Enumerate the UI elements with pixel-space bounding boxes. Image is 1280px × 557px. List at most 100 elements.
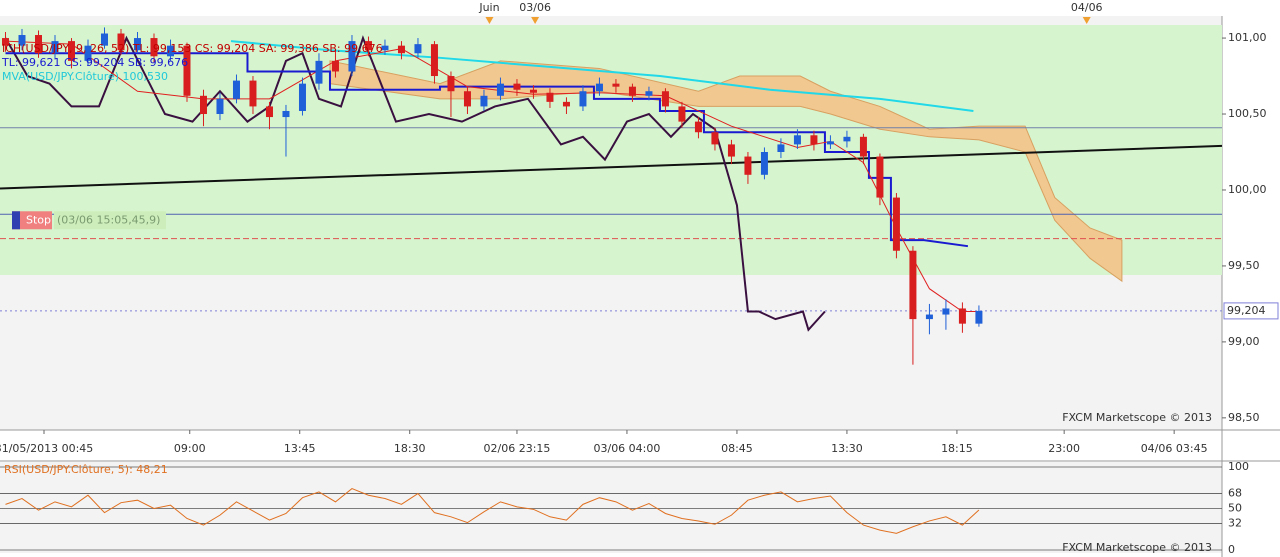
candle-body bbox=[925, 314, 933, 320]
candle-body bbox=[678, 106, 686, 122]
candle-body bbox=[661, 91, 669, 107]
candle-body bbox=[595, 83, 603, 92]
y-tick-label: 100,00 bbox=[1228, 183, 1267, 196]
candle-body bbox=[513, 83, 521, 90]
x-tick-label: 04/06 03:45 bbox=[1141, 442, 1208, 455]
legend-entry: ICH(USD/JPY, 9, 26, 52) TL: 99,153 CS: 9… bbox=[2, 42, 383, 55]
candle-body bbox=[711, 132, 719, 145]
x-tick-label: 18:15 bbox=[941, 442, 973, 455]
candle-body bbox=[744, 156, 752, 175]
candle-body bbox=[463, 91, 471, 107]
ichimoku-cloud bbox=[329, 60, 1123, 283]
rsi-plot bbox=[0, 462, 1222, 553]
x-tick-label: 31/05/2013 00:45 bbox=[0, 442, 93, 455]
candle-body bbox=[166, 45, 174, 57]
candle-body bbox=[876, 156, 884, 198]
legend-entry: TL: 99,621 CS: 99,204 SB: 99,676 bbox=[1, 56, 188, 69]
candle-body bbox=[760, 151, 768, 175]
candle-body bbox=[447, 76, 455, 92]
candle-body bbox=[562, 101, 570, 107]
candle-body bbox=[133, 38, 141, 51]
candle-body bbox=[909, 250, 917, 320]
candle-body bbox=[628, 86, 636, 96]
stop-label: Stop bbox=[26, 213, 51, 226]
candle-body bbox=[612, 83, 620, 87]
y-tick-label: 32 bbox=[1228, 516, 1242, 529]
candle-body bbox=[315, 60, 323, 84]
y-tick-label: 100 bbox=[1228, 460, 1249, 473]
indicator-line bbox=[0, 144, 1223, 190]
top-marker-label: Juin bbox=[478, 1, 499, 14]
candle-body bbox=[249, 80, 257, 107]
candle-body bbox=[843, 136, 851, 142]
candle-body bbox=[34, 35, 42, 54]
indicator-line bbox=[230, 40, 974, 112]
watermark: FXCM Marketscope © 2013 bbox=[1062, 541, 1212, 554]
legend-entry: MVA(USD/JPY.Clôture) 100,530 bbox=[2, 70, 168, 83]
candle-body bbox=[694, 121, 702, 133]
candle-body bbox=[100, 33, 108, 46]
candle-body bbox=[480, 95, 488, 107]
x-tick-label: 13:30 bbox=[831, 442, 863, 455]
top-marker-label: 04/06 bbox=[1071, 1, 1103, 14]
watermark: FXCM Marketscope © 2013 bbox=[1062, 411, 1212, 424]
candle-body bbox=[199, 95, 207, 115]
candle-body bbox=[859, 136, 867, 157]
candle-body bbox=[777, 144, 785, 152]
candle-body bbox=[265, 106, 273, 118]
candle-body bbox=[216, 98, 224, 115]
rsi-line bbox=[5, 488, 980, 534]
candle-body bbox=[381, 45, 389, 51]
x-tick-label: 09:00 bbox=[174, 442, 206, 455]
top-marker bbox=[485, 17, 494, 24]
candle-body bbox=[942, 308, 950, 315]
candle-body bbox=[150, 38, 158, 57]
candle-body bbox=[397, 45, 405, 54]
candle-body bbox=[282, 110, 290, 118]
candle-body bbox=[793, 135, 801, 145]
candle-body bbox=[892, 197, 900, 251]
rsi-title: RSI(USD/JPY.Clôture, 5): 48,21 bbox=[4, 463, 168, 476]
indicator-line bbox=[4, 35, 826, 332]
candle-body bbox=[810, 135, 818, 145]
y-tick-label: 50 bbox=[1228, 502, 1242, 515]
candle-body bbox=[529, 89, 537, 93]
candle-body bbox=[84, 45, 92, 61]
indicator-line bbox=[5, 52, 969, 248]
candle-body bbox=[826, 141, 834, 145]
y-tick-label: 99,00 bbox=[1228, 335, 1260, 348]
candle-body bbox=[298, 83, 306, 111]
top-marker bbox=[1082, 17, 1091, 24]
candle-body bbox=[183, 45, 191, 96]
candle-body bbox=[546, 92, 554, 102]
last-price-label: 99,204 bbox=[1227, 304, 1266, 317]
y-tick-label: 100,50 bbox=[1228, 107, 1267, 120]
candle-body bbox=[430, 44, 438, 77]
candle-body bbox=[727, 144, 735, 157]
candle-body bbox=[364, 41, 372, 51]
y-tick-label: 68 bbox=[1228, 487, 1242, 500]
stop-box bbox=[12, 211, 52, 230]
x-tick-label: 18:30 bbox=[394, 442, 426, 455]
x-tick-label: 03/06 04:00 bbox=[593, 442, 660, 455]
candle-body bbox=[579, 91, 587, 107]
candle-body bbox=[67, 41, 75, 61]
y-tick-label: 99,50 bbox=[1228, 259, 1260, 272]
top-marker bbox=[531, 17, 540, 24]
candle-body bbox=[18, 35, 26, 46]
x-tick-label: 08:45 bbox=[721, 442, 753, 455]
candle-body bbox=[348, 41, 356, 72]
top-marker-label: 03/06 bbox=[519, 1, 551, 14]
y-tick-label: 0 bbox=[1228, 543, 1235, 556]
x-tick-label: 13:45 bbox=[284, 442, 316, 455]
stop-detail-box bbox=[54, 211, 166, 230]
candle-body bbox=[496, 83, 504, 96]
candle-body bbox=[331, 60, 339, 72]
x-tick-label: 02/06 23:15 bbox=[484, 442, 551, 455]
candle-body bbox=[232, 80, 240, 99]
y-tick-label: 98,50 bbox=[1228, 411, 1260, 424]
candle-body bbox=[51, 41, 59, 54]
candle-body bbox=[414, 44, 422, 54]
x-tick-label: 23:00 bbox=[1048, 442, 1080, 455]
